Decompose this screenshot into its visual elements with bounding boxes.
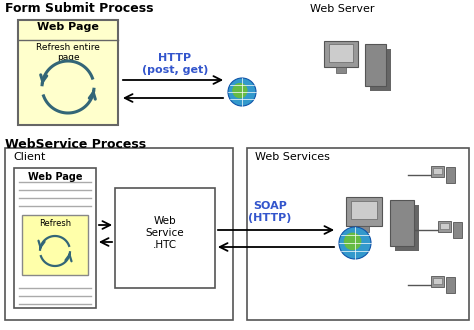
Circle shape <box>228 78 256 106</box>
FancyBboxPatch shape <box>22 215 88 275</box>
FancyBboxPatch shape <box>247 148 469 320</box>
FancyBboxPatch shape <box>454 222 463 238</box>
FancyBboxPatch shape <box>359 226 369 232</box>
FancyBboxPatch shape <box>336 67 346 73</box>
FancyBboxPatch shape <box>447 277 456 293</box>
Text: Client: Client <box>13 152 46 162</box>
Text: Refresh: Refresh <box>39 219 71 228</box>
Circle shape <box>344 233 361 250</box>
FancyBboxPatch shape <box>5 148 233 320</box>
FancyBboxPatch shape <box>390 200 414 246</box>
FancyBboxPatch shape <box>438 221 451 232</box>
Text: Form Submit Process: Form Submit Process <box>5 2 154 15</box>
FancyBboxPatch shape <box>433 278 442 284</box>
FancyBboxPatch shape <box>440 223 449 229</box>
FancyBboxPatch shape <box>395 206 419 251</box>
Text: Web Services: Web Services <box>255 152 330 162</box>
FancyBboxPatch shape <box>431 166 444 177</box>
Text: SOAP
(HTTP): SOAP (HTTP) <box>248 201 292 223</box>
Text: Refresh entire
page: Refresh entire page <box>36 43 100 62</box>
Text: WebService Process: WebService Process <box>5 138 146 151</box>
FancyBboxPatch shape <box>18 20 118 125</box>
Text: Web Server: Web Server <box>310 4 374 14</box>
Text: HTTP
(post, get): HTTP (post, get) <box>142 53 208 75</box>
FancyBboxPatch shape <box>328 45 353 62</box>
FancyBboxPatch shape <box>346 197 383 226</box>
Text: Web Page: Web Page <box>37 22 99 32</box>
Text: Web
Service
.HTC: Web Service .HTC <box>146 216 184 249</box>
FancyBboxPatch shape <box>351 201 377 219</box>
FancyBboxPatch shape <box>115 188 215 288</box>
FancyBboxPatch shape <box>447 167 456 183</box>
FancyBboxPatch shape <box>370 49 391 91</box>
Circle shape <box>339 227 371 259</box>
FancyBboxPatch shape <box>14 168 96 308</box>
FancyBboxPatch shape <box>324 41 357 67</box>
FancyBboxPatch shape <box>365 44 386 86</box>
Text: Web Page: Web Page <box>28 172 82 182</box>
Circle shape <box>232 83 247 98</box>
FancyBboxPatch shape <box>431 276 444 286</box>
FancyBboxPatch shape <box>433 168 442 174</box>
